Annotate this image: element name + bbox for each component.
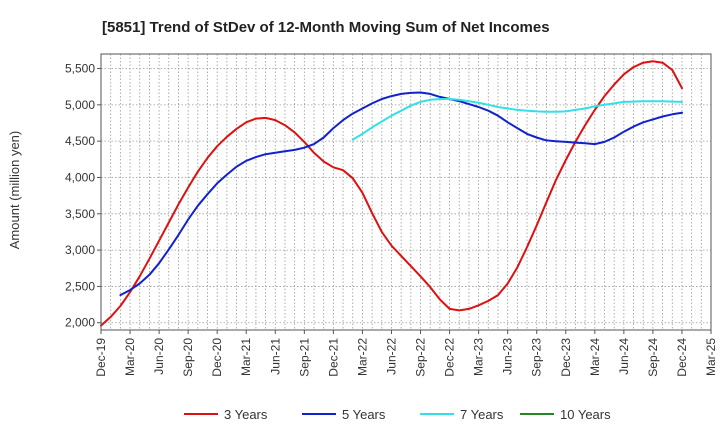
plot-frame bbox=[100, 53, 712, 331]
y-tick-label: 5,000 bbox=[65, 98, 95, 112]
x-tick-label: Jun-20 bbox=[152, 338, 166, 375]
x-tick-label: Dec-23 bbox=[559, 338, 573, 377]
x-tick-label: Mar-23 bbox=[472, 338, 486, 376]
series-line-3-years bbox=[100, 60, 683, 327]
x-tick-label: Dec-19 bbox=[94, 338, 108, 377]
x-tick-label: Jun-24 bbox=[617, 338, 631, 375]
y-axis: 2,000 2,500 3,000 3,500 4,000 4,500 5,000 5,500 bbox=[65, 62, 101, 330]
x-tick-label: Mar-21 bbox=[239, 338, 253, 376]
x-tick-label: Jun-21 bbox=[268, 338, 282, 375]
x-tick-label: Jun-22 bbox=[384, 338, 398, 375]
legend-item-10-years: 10 Years bbox=[520, 407, 611, 422]
legend-label: 10 Years bbox=[560, 407, 611, 422]
x-tick-label: Dec-21 bbox=[326, 338, 340, 377]
y-tick-label: 5,500 bbox=[65, 62, 95, 76]
legend: 3 Years 5 Years 7 Years 10 Years bbox=[184, 407, 611, 422]
y-tick-label: 4,000 bbox=[65, 170, 95, 184]
legend-label: 5 Years bbox=[342, 407, 386, 422]
x-tick-label: Mar-25 bbox=[704, 338, 718, 376]
grid bbox=[101, 54, 711, 330]
legend-label: 7 Years bbox=[460, 407, 504, 422]
y-tick-label: 4,500 bbox=[65, 134, 95, 148]
x-tick-label: Sep-24 bbox=[646, 338, 660, 377]
plot-area bbox=[101, 54, 711, 330]
legend-label: 3 Years bbox=[224, 407, 268, 422]
x-tick-label: Mar-22 bbox=[355, 338, 369, 376]
y-tick-label: 3,000 bbox=[65, 243, 95, 257]
legend-item-7-years: 7 Years bbox=[420, 407, 504, 422]
x-axis: Dec-19 Mar-20 Jun-20 Sep-20 Dec-20 Mar-21 Jun-… bbox=[94, 330, 718, 377]
legend-item-5-years: 5 Years bbox=[302, 407, 386, 422]
y-tick-label: 2,000 bbox=[65, 316, 95, 330]
x-tick-label: Dec-24 bbox=[675, 338, 689, 377]
x-tick-label: Sep-22 bbox=[414, 338, 428, 377]
x-tick-label: Mar-24 bbox=[588, 338, 602, 376]
x-tick-label: Sep-20 bbox=[181, 338, 195, 377]
series-layer bbox=[100, 60, 683, 327]
x-tick-label: Sep-21 bbox=[297, 338, 311, 377]
series-line-5-years bbox=[119, 91, 683, 297]
x-tick-label: Jun-23 bbox=[501, 338, 515, 375]
y-axis-label: Amount (million yen) bbox=[7, 131, 22, 250]
x-tick-label: Dec-20 bbox=[210, 338, 224, 377]
x-tick-label: Mar-20 bbox=[123, 338, 137, 376]
chart-title: [5851] Trend of StDev of 12-Month Moving… bbox=[102, 19, 550, 36]
y-tick-label: 2,500 bbox=[65, 279, 95, 293]
legend-item-3-years: 3 Years bbox=[184, 407, 268, 422]
x-tick-label: Dec-22 bbox=[443, 338, 457, 377]
y-tick-label: 3,500 bbox=[65, 207, 95, 221]
series-line-7-years bbox=[351, 98, 683, 141]
x-tick-label: Sep-23 bbox=[530, 338, 544, 377]
